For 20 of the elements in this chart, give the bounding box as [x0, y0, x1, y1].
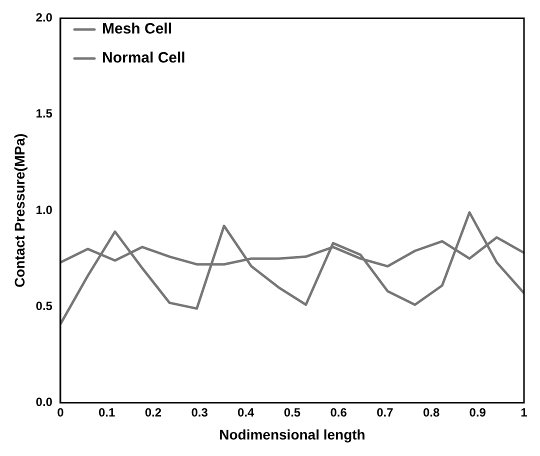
x-tick-label: 0.2 — [144, 405, 162, 420]
x-tick-label: 1 — [520, 405, 528, 420]
legend-label: Mesh Cell — [102, 20, 172, 38]
y-tick-label: 2.0 — [36, 10, 53, 25]
y-axis-title: Contact Pressure(MPa) — [11, 133, 28, 288]
y-tick-label: 0.5 — [36, 298, 53, 313]
x-tick-label: 0.9 — [469, 405, 486, 420]
x-tick-label: 0.8 — [422, 405, 440, 420]
x-tick-label: 0.3 — [191, 405, 208, 420]
x-tick-label: 0.7 — [376, 405, 394, 420]
x-axis-title: Nodimensional length — [219, 426, 366, 442]
y-tick-label: 1.0 — [36, 202, 53, 217]
x-tick-label: 0 — [57, 405, 64, 420]
x-tick-label: 0.5 — [284, 405, 301, 420]
y-tick-label: 0.0 — [36, 395, 53, 410]
y-tick-label: 1.5 — [36, 106, 53, 121]
legend-label: Normal Cell — [102, 50, 186, 67]
x-tick-label: 0.1 — [98, 405, 116, 420]
x-tick-label: 0.4 — [238, 405, 255, 420]
x-tick-label: 0.6 — [330, 405, 348, 420]
